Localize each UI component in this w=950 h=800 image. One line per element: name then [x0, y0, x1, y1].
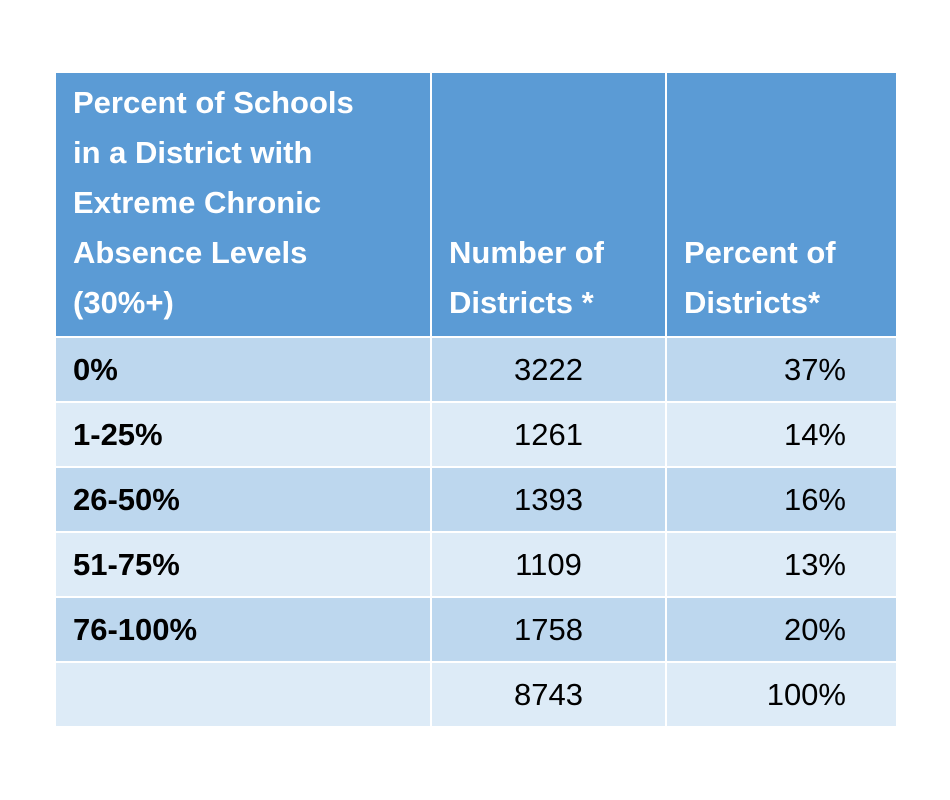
range-cell: 51-75%	[54, 531, 432, 598]
count-cell: 3222	[430, 336, 667, 403]
header-line: Extreme Chronic	[73, 185, 322, 220]
range-cell: 1-25%	[54, 401, 432, 468]
range-cell: 26-50%	[54, 466, 432, 533]
total-percent-cell: 100%	[665, 661, 898, 728]
header-number-of-districts: Number of Districts *	[430, 71, 667, 338]
count-cell: 1758	[430, 596, 667, 663]
percent-cell: 20%	[665, 596, 898, 663]
header-line: Districts *	[449, 285, 594, 320]
count-cell: 1109	[430, 531, 667, 598]
total-row: 8743 100%	[54, 661, 898, 728]
percent-cell: 37%	[665, 336, 898, 403]
header-percent-of-schools: Percent of Schools in a District with Ex…	[54, 71, 432, 338]
table-row: 1-25% 1261 14%	[54, 401, 898, 468]
percent-cell: 13%	[665, 531, 898, 598]
count-cell: 1393	[430, 466, 667, 533]
district-absence-table: Percent of Schools in a District with Ex…	[54, 71, 898, 728]
percent-cell: 16%	[665, 466, 898, 533]
header-line: Percent of	[684, 235, 836, 270]
header-line: Percent of Schools	[73, 85, 354, 120]
header-line: Districts*	[684, 285, 821, 320]
header-line: Absence Levels	[73, 235, 308, 270]
header-percent-of-districts: Percent of Districts*	[665, 71, 898, 338]
table-header-row: Percent of Schools in a District with Ex…	[54, 71, 898, 338]
total-count-cell: 8743	[430, 661, 667, 728]
percent-cell: 14%	[665, 401, 898, 468]
header-line: in a District with	[73, 135, 313, 170]
range-cell	[54, 661, 432, 728]
range-cell: 0%	[54, 336, 432, 403]
table-row: 51-75% 1109 13%	[54, 531, 898, 598]
table-row: 26-50% 1393 16%	[54, 466, 898, 533]
header-line: Number of	[449, 235, 604, 270]
table-row: 76-100% 1758 20%	[54, 596, 898, 663]
range-cell: 76-100%	[54, 596, 432, 663]
header-line: (30%+)	[73, 285, 174, 320]
table-row: 0% 3222 37%	[54, 336, 898, 403]
count-cell: 1261	[430, 401, 667, 468]
